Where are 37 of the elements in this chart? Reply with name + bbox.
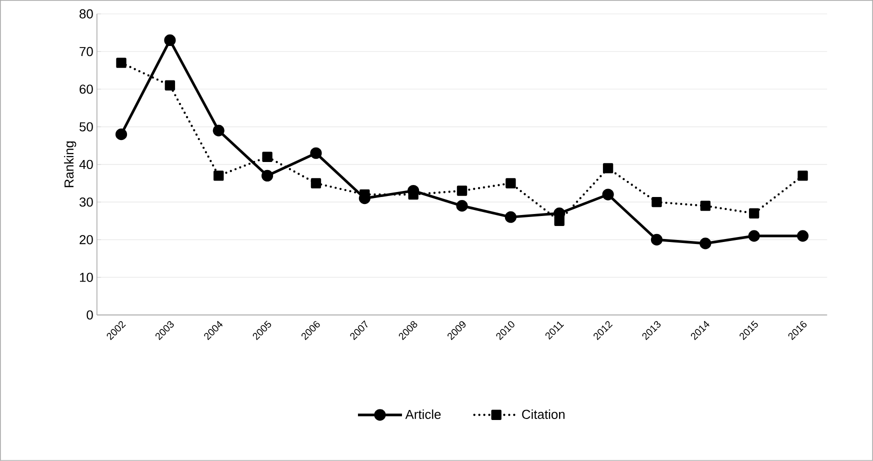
point bbox=[602, 163, 614, 174]
y-tick-label: 0 bbox=[86, 310, 93, 320]
point bbox=[456, 186, 468, 196]
legend-label: Article bbox=[405, 410, 441, 420]
y-tick-label: 40 bbox=[79, 160, 93, 170]
point bbox=[602, 188, 614, 200]
point bbox=[796, 230, 809, 242]
y-tick-label: 50 bbox=[80, 122, 93, 132]
y-tick-label: 60 bbox=[80, 84, 93, 94]
point bbox=[164, 80, 176, 91]
y-tick-label: 20 bbox=[80, 235, 93, 244]
point bbox=[748, 208, 760, 218]
point bbox=[700, 238, 712, 250]
point bbox=[310, 147, 322, 159]
point bbox=[748, 230, 760, 242]
point bbox=[456, 200, 468, 212]
y-tick-label: 70 bbox=[80, 46, 93, 56]
point bbox=[506, 178, 516, 188]
point bbox=[554, 216, 564, 226]
point bbox=[115, 128, 128, 140]
point bbox=[310, 178, 322, 188]
y-tick-label: 10 bbox=[80, 272, 93, 282]
point bbox=[212, 124, 224, 136]
y-axis-title: Ranking bbox=[64, 142, 76, 188]
point bbox=[798, 170, 808, 181]
point bbox=[262, 170, 274, 182]
legend-label: Citation bbox=[522, 410, 565, 420]
y-tick-label: 30 bbox=[80, 198, 93, 207]
point bbox=[262, 152, 272, 162]
point bbox=[652, 197, 662, 208]
point bbox=[650, 234, 663, 246]
point bbox=[116, 58, 126, 68]
point bbox=[214, 170, 224, 181]
y-tick-label: 80 bbox=[80, 9, 93, 19]
point bbox=[504, 211, 516, 223]
point bbox=[164, 34, 176, 46]
point bbox=[700, 200, 710, 211]
